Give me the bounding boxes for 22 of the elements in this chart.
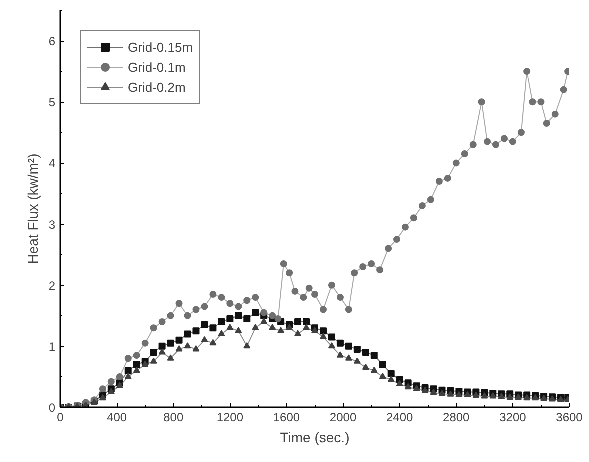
x-tick-label: 800 (164, 410, 184, 424)
x-axis-title: Time (sec.) (280, 430, 350, 446)
y-axis-title: Heat Flux (kw/m²) (24, 154, 41, 264)
legend-label: Grid-0.1m (128, 59, 186, 75)
y-tick-label: 0 (48, 401, 56, 415)
legend-label: Grid-0.2m (128, 79, 186, 95)
x-tick-label: 0 (57, 410, 64, 424)
y-tick-label: 5 (48, 96, 56, 110)
x-tick-label: 2800 (443, 410, 470, 424)
x-tick-label: 2000 (330, 410, 357, 424)
x-tick-label: 400 (107, 410, 128, 424)
x-tick-label: 2400 (386, 410, 414, 424)
x-tick-label: 3200 (500, 410, 527, 424)
x-tick-label: 1600 (273, 410, 300, 424)
legend-label: Grid-0.15m (128, 39, 194, 55)
y-tick-label: 1 (48, 340, 56, 354)
y-tick-label: 6 (48, 34, 56, 49)
y-tick-label: 2 (48, 278, 56, 293)
x-tick-label: 1200 (216, 410, 244, 424)
y-tick-label: 3 (48, 218, 56, 232)
x-tick-label: 3600 (556, 410, 584, 424)
y-tick-label: 4 (48, 156, 56, 171)
